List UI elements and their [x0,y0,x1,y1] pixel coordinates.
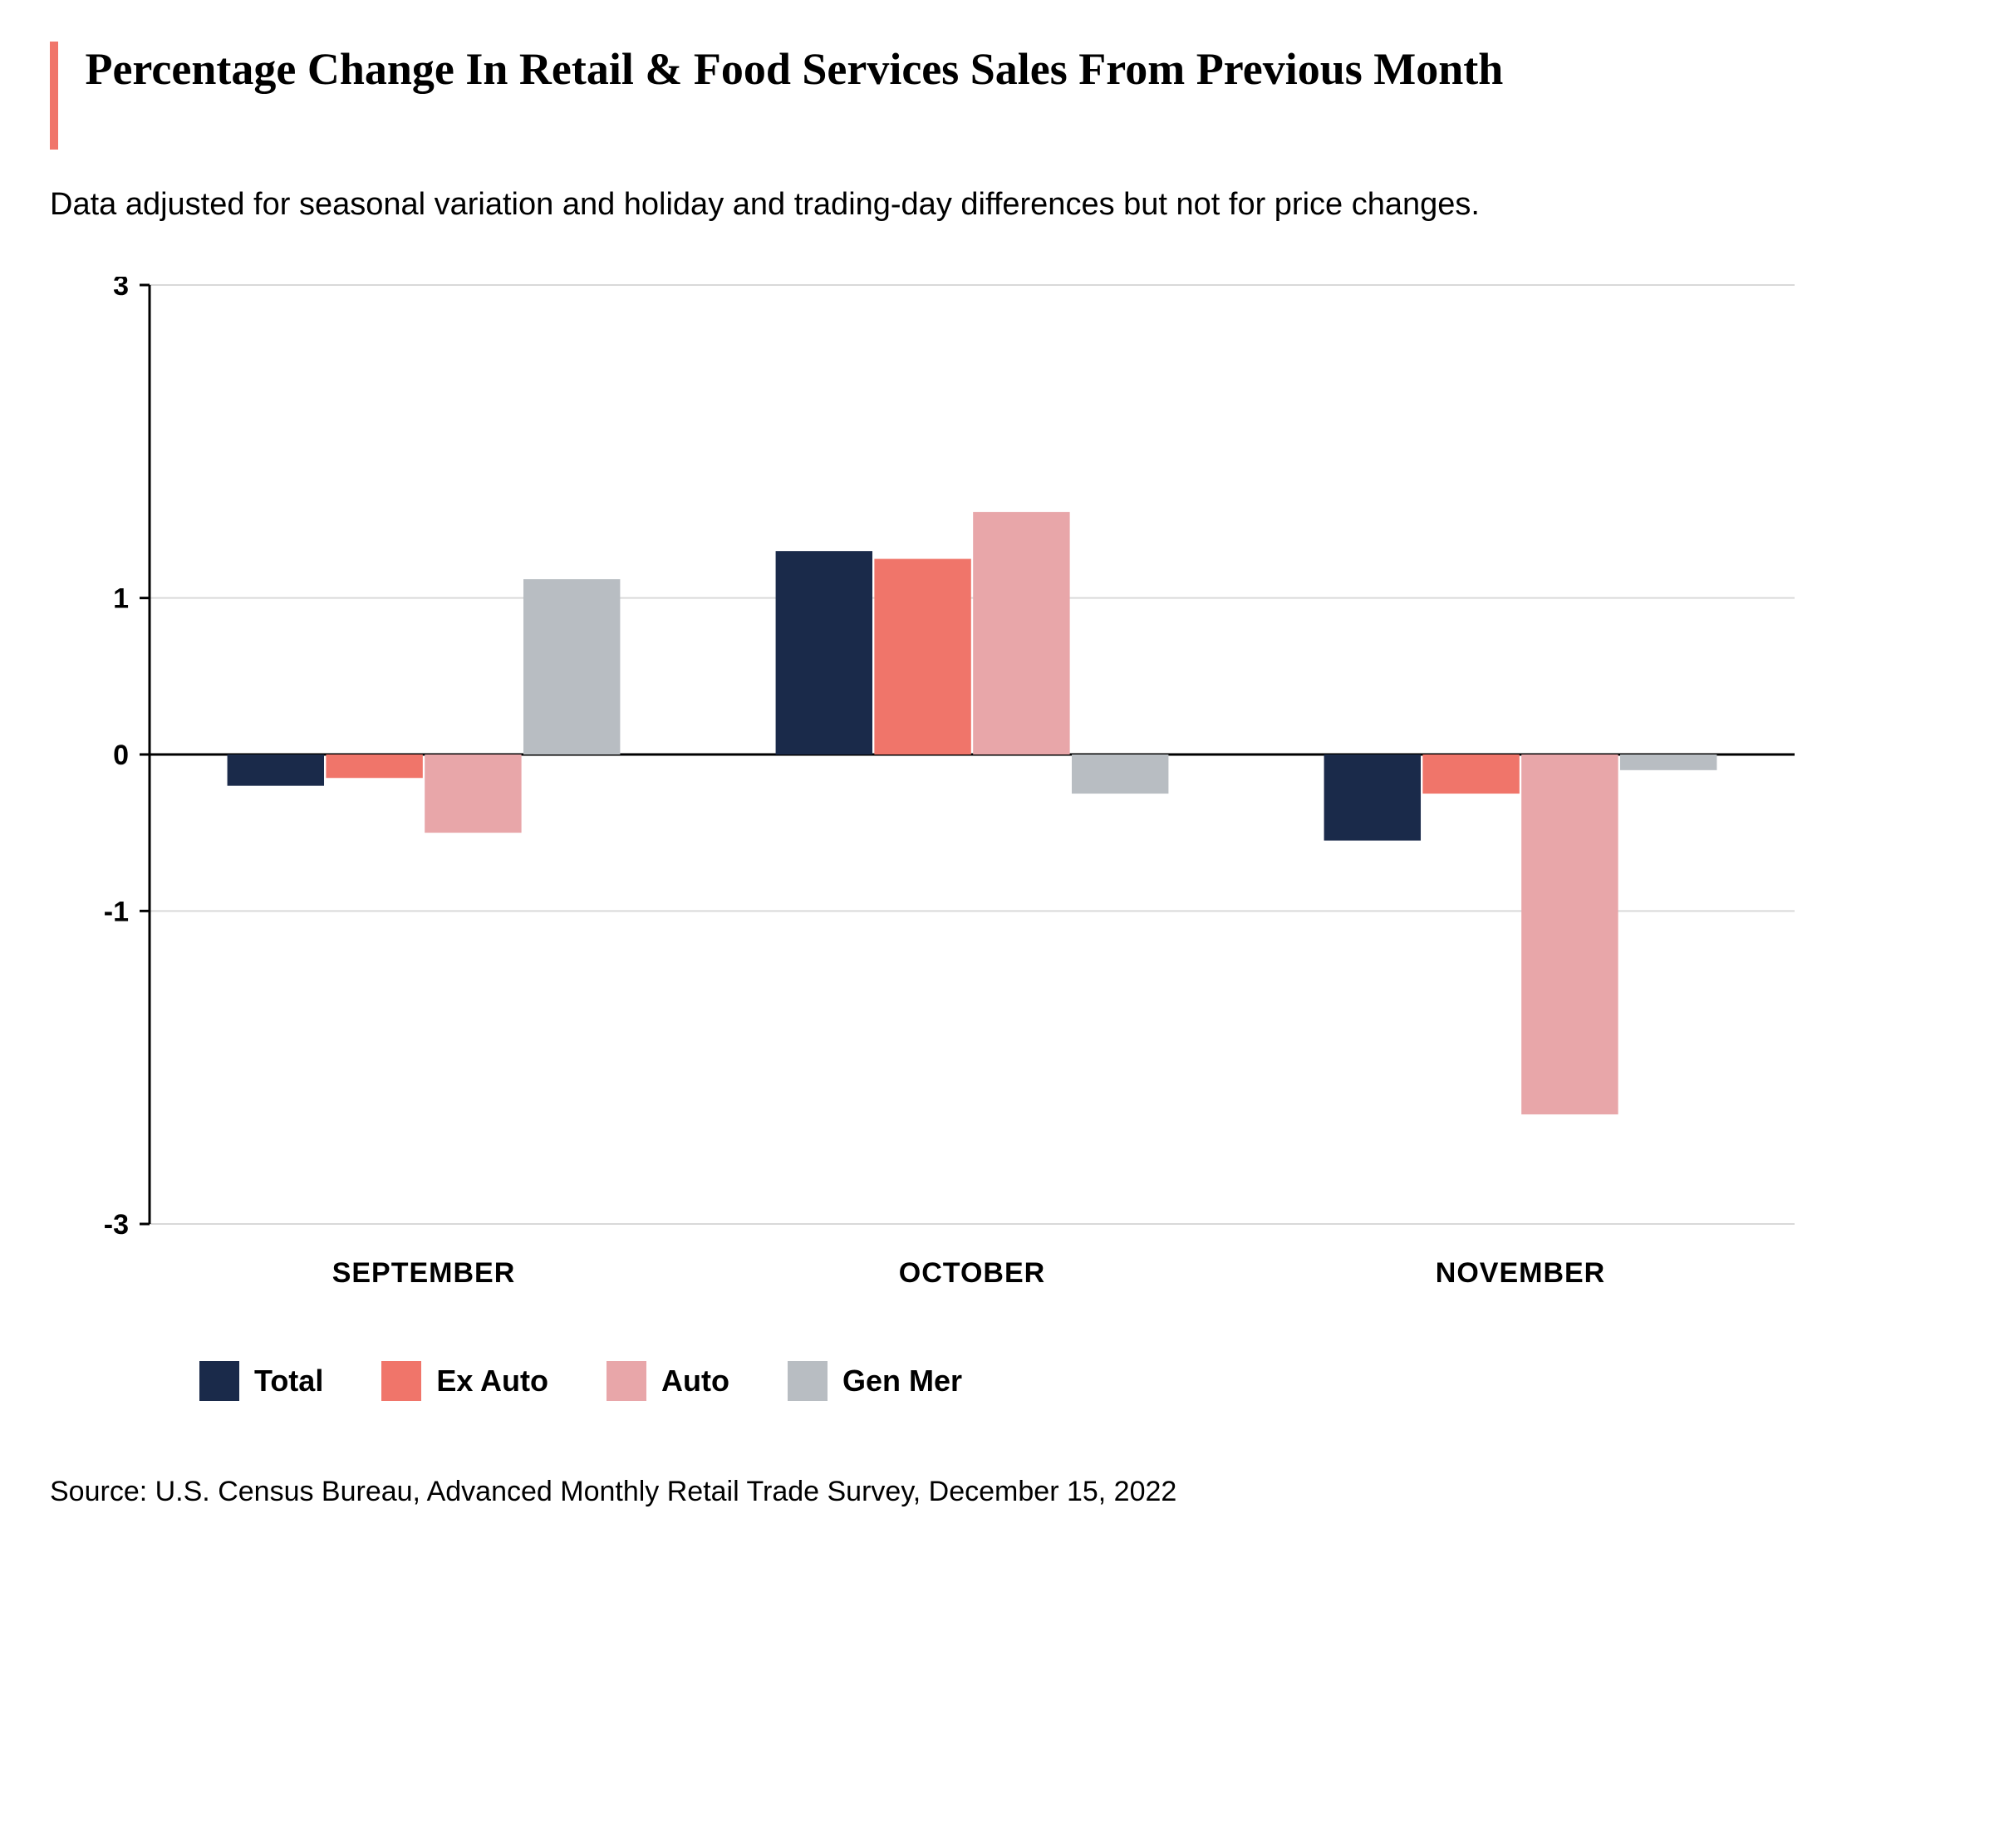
legend: Total Ex Auto Auto Gen Mer [50,1361,1944,1401]
header-block: Percentage Change In Retail & Food Servi… [50,42,1944,150]
bar-auto [425,754,521,833]
bar-ex-auto [326,754,422,778]
y-tick-label: 3 [113,277,129,302]
bar-gen-mer [523,579,620,754]
bar-ex-auto [874,559,970,754]
accent-bar [50,42,58,150]
bar-ex-auto [1422,754,1519,794]
bar-gen-mer [1620,754,1717,770]
bar-total [1324,754,1421,841]
bar-chart: -3 -1 0 1 3 SEPTEMBER OCTOBER NOVEMBER [50,277,1811,1324]
y-tick-label: -1 [104,897,129,928]
bar-total [776,551,872,754]
chart-subtitle: Data adjusted for seasonal variation and… [50,183,1944,227]
bar-total [228,754,324,786]
y-tick-label: -3 [104,1209,129,1241]
chart-title: Percentage Change In Retail & Food Servi… [85,42,1829,98]
legend-swatch [381,1361,421,1401]
y-tick-label: 0 [113,740,129,771]
legend-label: Auto [661,1364,729,1398]
legend-item-total: Total [199,1361,323,1401]
x-tick-label: NOVEMBER [1436,1257,1605,1289]
legend-item-auto: Auto [607,1361,729,1401]
bar-auto [1521,754,1618,1114]
x-tick-label: SEPTEMBER [332,1257,516,1289]
legend-item-ex-auto: Ex Auto [381,1361,548,1401]
legend-swatch [788,1361,828,1401]
source-text: Source: U.S. Census Bureau, Advanced Mon… [50,1476,1944,1508]
legend-label: Ex Auto [436,1364,548,1398]
legend-swatch [199,1361,239,1401]
bar-gen-mer [1072,754,1168,794]
chart-container: -3 -1 0 1 3 SEPTEMBER OCTOBER NOVEMBER [50,277,1944,1328]
x-tick-label: OCTOBER [899,1257,1045,1289]
legend-label: Gen Mer [842,1364,962,1398]
legend-item-gen-mer: Gen Mer [788,1361,962,1401]
bar-auto [973,512,1069,754]
legend-label: Total [254,1364,323,1398]
legend-swatch [607,1361,646,1401]
y-tick-label: 1 [113,583,129,615]
